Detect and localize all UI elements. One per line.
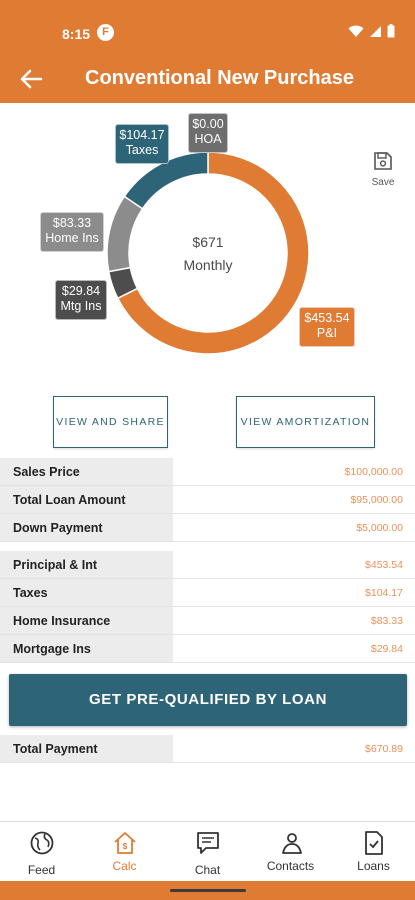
status-bar: 8:15 F [0,0,415,56]
row-value: $29.84 [370,643,403,655]
slice-tag-mtg-ins: $29.84 Mtg Ins [55,280,107,320]
tab-loans[interactable]: Loans [332,822,415,882]
row-label: Down Payment [0,514,173,541]
view-and-share-button[interactable]: VIEW AND SHARE [53,396,168,448]
signal-icon [370,25,381,37]
table-row: Taxes $104.17 [0,579,415,607]
row-value: $670.89 [365,743,403,755]
table-row: Principal & Int $453.54 [0,551,415,579]
loan-summary-table: Sales Price $100,000.00 Total Loan Amount… [0,458,415,542]
row-label: Total Loan Amount [0,486,173,513]
home-calc-icon: $ [114,832,136,854]
save-button[interactable]: Save [368,151,398,188]
slice-tag-value: $83.33 [52,216,92,230]
payment-breakdown-table: Principal & Int $453.54 Taxes $104.17 Home… [0,551,415,663]
row-value: $83.33 [370,615,403,627]
status-time: 8:15 [62,26,91,42]
row-label: Total Payment [0,735,173,762]
view-amortization-button[interactable]: VIEW AMORTIZATION [236,396,375,448]
tab-contacts[interactable]: Contacts [249,822,332,882]
chat-icon [197,832,219,854]
bottom-tab-bar: Feed $ Calc Chat Contacts Loans [0,821,415,881]
row-label: Taxes [0,579,173,606]
slice-tag-value: $29.84 [61,284,101,298]
svg-text:$: $ [123,842,128,851]
slice-tag-label: Taxes [125,143,159,157]
slice-tag-pi: $453.54 P&I [299,307,355,347]
row-label: Sales Price [0,458,173,485]
slice-tag-value: $0.00 [192,117,224,131]
total-row: Total Payment $670.89 [0,735,415,763]
row-value: $453.54 [365,559,403,571]
back-arrow-icon[interactable] [18,66,44,92]
tab-label: Feed [27,863,56,877]
loans-icon [365,831,383,855]
slice-tag-value: $453.54 [304,311,350,325]
table-row: Mortgage Ins $29.84 [0,635,415,663]
wifi-icon [348,25,364,37]
slice-tag-label: P&I [316,326,338,340]
slice-tag-home-ins: $83.33 Home Ins [40,212,104,252]
slice-tag-taxes: $104.17 Taxes [115,124,169,164]
row-label: Home Insurance [0,607,173,634]
donut-slice-home-ins [106,195,144,273]
row-value: $100,000.00 [344,466,403,478]
donut-slice-taxes [123,151,209,210]
page-title: Conventional New Purchase [85,67,354,89]
row-label: Principal & Int [0,551,173,578]
get-pre-qualified-button[interactable]: GET PRE-QUALIFIED BY LOAN [9,674,407,726]
tab-label: Contacts [266,859,315,873]
save-icon [374,152,392,170]
payment-chart: $671 Monthly $104.17 Taxes $0.00 HOA $83… [0,103,415,383]
save-label: Save [371,177,395,188]
slice-tag-label: Home Ins [45,231,99,245]
table-row: Sales Price $100,000.00 [0,458,415,486]
chart-center-label: Monthly [183,257,233,273]
tab-label: Loans [357,859,390,873]
system-icons [348,24,395,38]
chart-center-value: $671 [192,234,224,250]
table-row: Home Insurance $83.33 [0,607,415,635]
contacts-icon [282,833,302,854]
tab-calc[interactable]: $ Calc [83,822,166,882]
battery-icon [387,24,395,38]
donut-slice-p-i [116,151,310,355]
slice-tag-hoa: $0.00 HOA [188,113,228,153]
slice-tag-label: Mtg Ins [60,299,102,313]
table-row: Down Payment $5,000.00 [0,514,415,542]
system-nav-bar [0,881,415,900]
donut-chart [106,151,310,355]
slice-tag-label: HOA [194,132,222,146]
row-label: Mortgage Ins [0,635,173,662]
row-value: $5,000.00 [356,522,403,534]
row-value: $95,000.00 [350,494,403,506]
app-bar: Conventional New Purchase [0,56,415,103]
home-gesture-handle[interactable] [170,889,246,892]
tab-chat[interactable]: Chat [166,822,249,882]
table-row: Total Loan Amount $95,000.00 [0,486,415,514]
row-value: $104.17 [365,587,403,599]
total-table: Total Payment $670.89 [0,735,415,763]
tab-feed[interactable]: Feed [0,822,83,882]
slice-tag-value: $104.17 [119,128,165,142]
globe-icon [30,831,54,855]
tab-label: Chat [194,863,221,877]
tab-label: Calc [112,859,137,873]
app-notification-icon: F [97,24,114,41]
